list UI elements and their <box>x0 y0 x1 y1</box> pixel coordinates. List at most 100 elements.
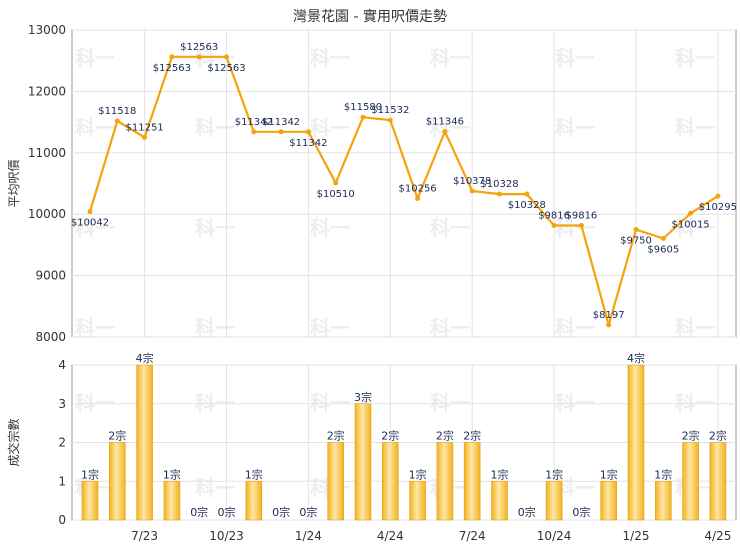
count-bar <box>354 403 372 521</box>
price-point <box>715 193 721 199</box>
chart-title: 灣景花園 - 實用呎價走勢 <box>293 9 447 25</box>
count-data-label: 1宗 <box>81 467 99 481</box>
watermark-text: 科一 <box>675 46 715 70</box>
count-bar <box>600 480 618 521</box>
price-data-label: $10328 <box>480 179 518 190</box>
price-point <box>578 222 584 228</box>
x-tick-label: 4/24 <box>377 529 404 543</box>
count-bar <box>163 480 181 521</box>
count-data-label: 1宗 <box>600 467 618 481</box>
count-bar <box>136 364 153 521</box>
count-data-label: 3宗 <box>354 390 372 404</box>
count-data-label: 0宗 <box>299 505 317 519</box>
count-data-label: 4宗 <box>627 351 645 365</box>
price-y-tick-label: 8000 <box>35 330 66 344</box>
count-data-label: 1宗 <box>245 467 263 481</box>
count-data-label: 0宗 <box>218 505 236 519</box>
price-data-label: $11518 <box>98 106 136 117</box>
count-data-label: 0宗 <box>572 505 590 519</box>
watermark-text: 科一 <box>195 476 235 500</box>
count-data-label: 2宗 <box>463 429 481 443</box>
price-point <box>415 195 421 201</box>
price-data-label: $10042 <box>71 218 109 229</box>
count-bar <box>709 442 727 521</box>
count-data-label: 1宗 <box>409 467 427 481</box>
price-point <box>224 54 229 60</box>
price-point <box>524 191 530 197</box>
price-data-label: $11532 <box>371 105 409 116</box>
watermark-text: 科一 <box>310 391 350 415</box>
watermark-text: 科一 <box>555 391 595 415</box>
watermark-text: 科一 <box>430 46 470 70</box>
price-data-label: $10510 <box>317 189 355 200</box>
count-bar <box>545 480 563 521</box>
count-bar <box>436 442 454 521</box>
price-data-label: $10328 <box>508 200 546 211</box>
watermark-text: 科一 <box>555 46 595 70</box>
count-y-tick-label: 0 <box>58 513 66 527</box>
price-data-label: $11580 <box>344 102 382 113</box>
count-data-label: 4宗 <box>136 351 154 365</box>
price-point <box>497 191 502 197</box>
watermark-text: 科一 <box>555 116 595 140</box>
price-data-label: $12563 <box>153 63 191 74</box>
price-data-label: $11342 <box>289 138 327 149</box>
price-point <box>114 118 120 124</box>
x-tick-label: 10/24 <box>537 529 572 543</box>
count-data-label: 0宗 <box>272 505 290 519</box>
price-y-tick-label: 9000 <box>35 269 66 283</box>
x-tick-label: 10/23 <box>209 529 244 543</box>
price-point <box>196 54 202 60</box>
watermark-text: 科一 <box>195 391 235 415</box>
count-y-tick-label: 4 <box>58 358 66 372</box>
watermark-text: 科一 <box>310 116 350 140</box>
count-bar <box>627 364 645 521</box>
watermark-text: 科一 <box>195 316 235 340</box>
count-bar <box>81 480 99 521</box>
price-point <box>469 188 475 194</box>
count-data-label: 2宗 <box>327 429 345 443</box>
x-tick-label: 4/25 <box>704 529 731 543</box>
price-data-label: $11251 <box>126 122 164 133</box>
price-data-label: $9605 <box>647 244 679 255</box>
watermark-text: 科一 <box>555 316 595 340</box>
price-point <box>551 222 557 228</box>
count-y-tick-label: 3 <box>58 397 66 411</box>
price-point <box>278 129 284 135</box>
price-point <box>169 54 175 60</box>
price-y-tick-label: 13000 <box>28 23 66 37</box>
price-data-label: $10015 <box>672 219 710 230</box>
watermark-text: 科一 <box>310 46 350 70</box>
count-axis-title: 成交宗數 <box>6 418 21 466</box>
count-data-label: 2宗 <box>108 429 126 443</box>
count-bar <box>491 480 508 521</box>
count-bar <box>463 442 481 521</box>
watermark-text: 科一 <box>675 316 715 340</box>
price-data-label: $9816 <box>538 210 570 221</box>
count-data-label: 0宗 <box>190 505 208 519</box>
price-point <box>633 227 639 233</box>
count-y-tick-label: 2 <box>58 436 66 450</box>
count-data-label: 2宗 <box>682 429 700 443</box>
count-y-tick-label: 1 <box>58 474 66 488</box>
price-point <box>660 235 666 241</box>
x-tick-label: 7/24 <box>459 529 486 543</box>
price-point <box>360 114 366 120</box>
price-data-label: $9750 <box>620 236 652 247</box>
price-y-tick-label: 11000 <box>28 146 66 160</box>
watermark-text: 科一 <box>430 216 470 240</box>
watermark-text: 科一 <box>310 316 350 340</box>
price-data-label: $11342 <box>262 117 300 128</box>
watermark-text: 科一 <box>75 216 115 240</box>
price-data-label: $10295 <box>699 202 737 213</box>
count-data-label: 1宗 <box>491 467 509 481</box>
watermark-text: 科一 <box>675 216 715 240</box>
count-data-label: 2宗 <box>436 429 454 443</box>
watermark-text: 科一 <box>310 216 350 240</box>
price-data-label: $9816 <box>565 210 597 221</box>
count-bar <box>654 480 672 521</box>
watermark-text: 科一 <box>555 216 595 240</box>
watermark-text: 科一 <box>195 216 235 240</box>
price-point <box>442 129 448 135</box>
count-bar <box>409 480 426 521</box>
